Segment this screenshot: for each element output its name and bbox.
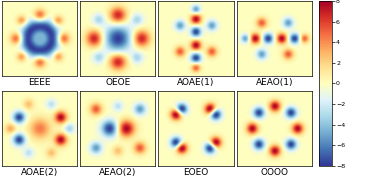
- Text: AOAE(2): AOAE(2): [21, 169, 58, 177]
- Text: EOEO: EOEO: [183, 169, 209, 177]
- Text: OOOO: OOOO: [260, 169, 288, 177]
- Text: OEOE: OEOE: [105, 78, 130, 87]
- Text: AOAE(1): AOAE(1): [177, 78, 215, 87]
- Text: AEAO(1): AEAO(1): [256, 78, 293, 87]
- Text: EEEE: EEEE: [28, 78, 51, 87]
- Text: AEAO(2): AEAO(2): [99, 169, 136, 177]
